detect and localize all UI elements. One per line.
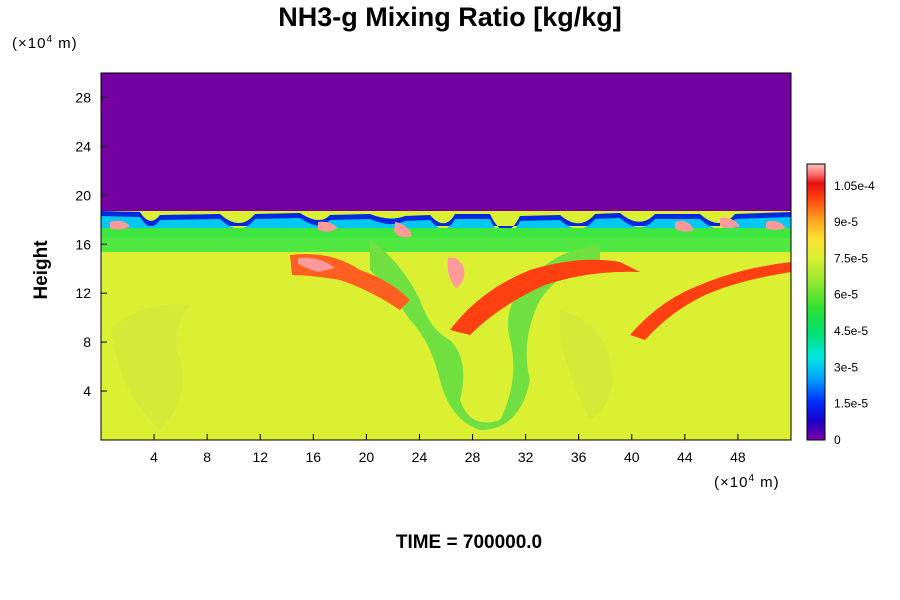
x-axis-unit: (×104 m)	[714, 473, 780, 491]
colorbar-scale	[807, 164, 825, 440]
x-tick-label: 28	[465, 449, 481, 465]
y-tick-label: 12	[75, 285, 91, 301]
colorbar-tick-label: 4.5e-5	[834, 324, 868, 338]
y-tick-label: 20	[75, 187, 91, 203]
colorbar-tick-label: 7.5e-5	[834, 251, 868, 265]
x-tick-label: 12	[252, 449, 268, 465]
y-tick-label: 8	[83, 334, 91, 350]
x-tick-label: 16	[306, 449, 322, 465]
colorbar: 0 1.5e-5 3e-5 4.5e-5 6e-5 7.5e-5 9e-5 1.05e-4	[806, 163, 875, 447]
colorbar-tick-label: 3e-5	[834, 360, 858, 374]
y-axis: 4 8 12 16 20 24 28	[75, 89, 107, 399]
heatmap-field	[101, 73, 791, 440]
chart-title: NH3-g Mixing Ratio [kg/kg]	[278, 2, 622, 32]
y-tick-label: 4	[83, 383, 91, 399]
y-axis-unit: (×104 m)	[12, 34, 78, 52]
y-tick-label: 28	[75, 89, 91, 105]
time-annotation: TIME = 700000.0	[395, 532, 543, 553]
x-axis: 4 8 12 16 20 24 28 32 36 40 44 48	[150, 434, 746, 465]
colorbar-tick-label: 6e-5	[834, 288, 858, 302]
x-tick-label: 36	[571, 449, 587, 465]
x-tick-label: 40	[624, 449, 640, 465]
colorbar-frame	[806, 163, 826, 441]
x-tick-label: 8	[203, 449, 211, 465]
x-tick-label: 24	[412, 449, 428, 465]
x-tick-label: 32	[518, 449, 534, 465]
colorbar-tick-label: 0	[834, 433, 841, 447]
x-tick-label: 48	[730, 449, 746, 465]
y-tick-label: 24	[75, 138, 91, 154]
colorbar-ticks: 0 1.5e-5 3e-5 4.5e-5 6e-5 7.5e-5 9e-5 1.05e-4	[834, 179, 875, 447]
colorbar-tick-label: 1.5e-5	[834, 397, 868, 411]
colorbar-tick-label: 9e-5	[834, 215, 858, 229]
y-tick-label: 16	[75, 236, 91, 252]
x-tick-label: 44	[677, 449, 693, 465]
x-tick-label: 20	[359, 449, 375, 465]
colorbar-tick-label: 1.05e-4	[834, 179, 875, 193]
x-tick-label: 4	[150, 449, 158, 465]
plot-frame	[100, 72, 792, 441]
